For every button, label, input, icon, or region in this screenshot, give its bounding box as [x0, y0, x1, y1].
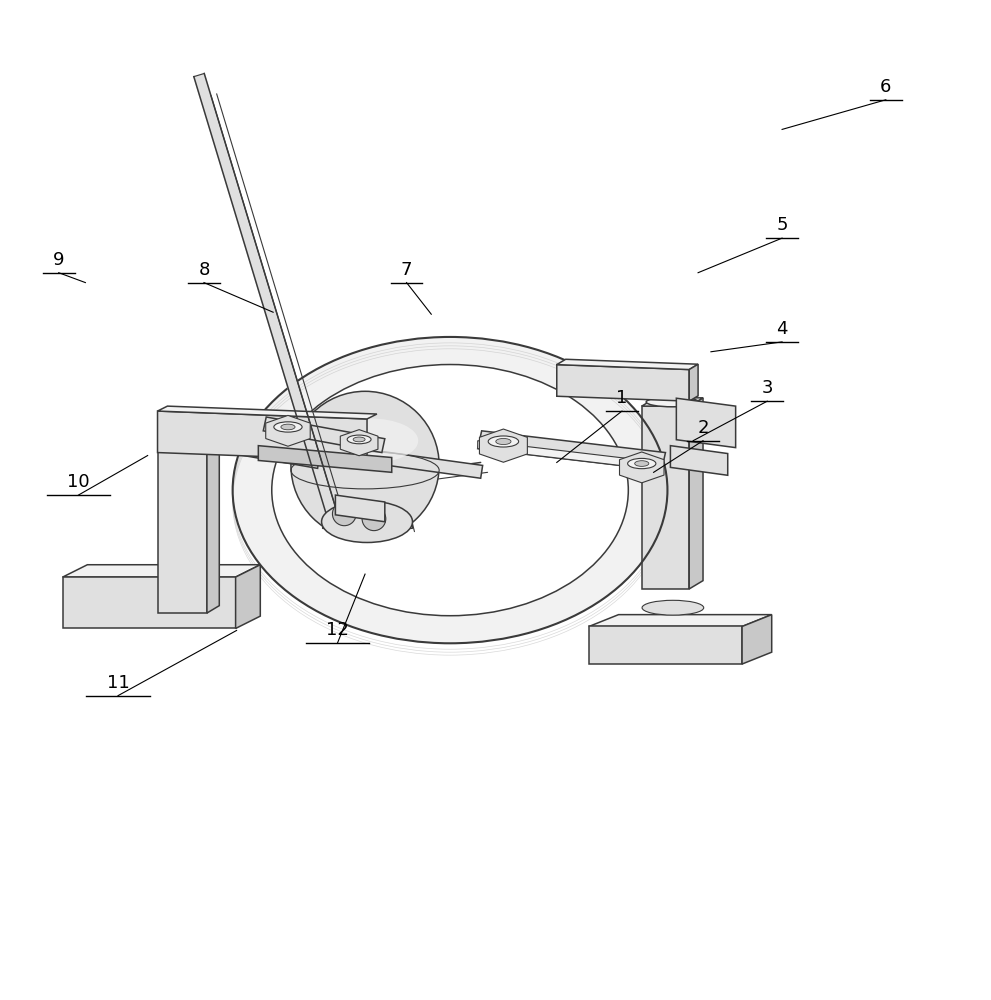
- Ellipse shape: [272, 365, 628, 616]
- Ellipse shape: [646, 397, 699, 407]
- Polygon shape: [266, 415, 310, 446]
- Ellipse shape: [233, 337, 668, 643]
- Ellipse shape: [322, 418, 418, 463]
- Text: 2: 2: [698, 419, 709, 437]
- Polygon shape: [62, 565, 261, 577]
- Polygon shape: [671, 446, 727, 475]
- Polygon shape: [480, 429, 527, 462]
- Text: 1: 1: [616, 389, 627, 407]
- Ellipse shape: [321, 501, 412, 542]
- Polygon shape: [642, 406, 689, 589]
- Circle shape: [291, 391, 439, 540]
- Polygon shape: [321, 522, 412, 528]
- Polygon shape: [478, 441, 662, 470]
- Polygon shape: [264, 417, 385, 453]
- Ellipse shape: [353, 437, 365, 442]
- Polygon shape: [158, 406, 377, 419]
- Polygon shape: [194, 73, 338, 517]
- Polygon shape: [742, 615, 772, 664]
- Polygon shape: [642, 398, 703, 406]
- Ellipse shape: [489, 436, 518, 447]
- Polygon shape: [244, 440, 319, 468]
- Polygon shape: [340, 430, 378, 456]
- Polygon shape: [478, 431, 666, 470]
- Polygon shape: [619, 452, 664, 483]
- Polygon shape: [689, 398, 703, 589]
- Circle shape: [362, 507, 385, 531]
- Circle shape: [332, 502, 356, 526]
- Ellipse shape: [496, 438, 511, 445]
- Polygon shape: [589, 615, 772, 626]
- Ellipse shape: [347, 435, 371, 444]
- Text: 6: 6: [880, 78, 892, 96]
- Polygon shape: [557, 365, 689, 401]
- Text: 4: 4: [776, 320, 788, 338]
- Polygon shape: [557, 359, 698, 370]
- Text: 3: 3: [761, 379, 773, 397]
- Ellipse shape: [274, 422, 302, 432]
- Polygon shape: [236, 565, 261, 628]
- Text: 10: 10: [67, 473, 90, 491]
- Ellipse shape: [642, 600, 704, 615]
- Polygon shape: [259, 446, 391, 472]
- Text: 11: 11: [107, 674, 130, 692]
- Polygon shape: [676, 398, 735, 448]
- Text: 12: 12: [326, 621, 349, 639]
- Polygon shape: [352, 448, 483, 478]
- Polygon shape: [158, 443, 207, 613]
- Polygon shape: [158, 435, 219, 443]
- Polygon shape: [158, 411, 367, 460]
- Polygon shape: [335, 495, 385, 522]
- Ellipse shape: [634, 461, 649, 466]
- Text: 5: 5: [776, 216, 788, 234]
- Ellipse shape: [280, 424, 295, 430]
- Polygon shape: [207, 435, 219, 613]
- Text: 7: 7: [400, 261, 412, 279]
- Polygon shape: [689, 364, 698, 401]
- Ellipse shape: [627, 458, 656, 469]
- Polygon shape: [62, 577, 236, 628]
- Polygon shape: [589, 626, 742, 664]
- Text: 8: 8: [198, 261, 210, 279]
- Text: 9: 9: [53, 251, 64, 269]
